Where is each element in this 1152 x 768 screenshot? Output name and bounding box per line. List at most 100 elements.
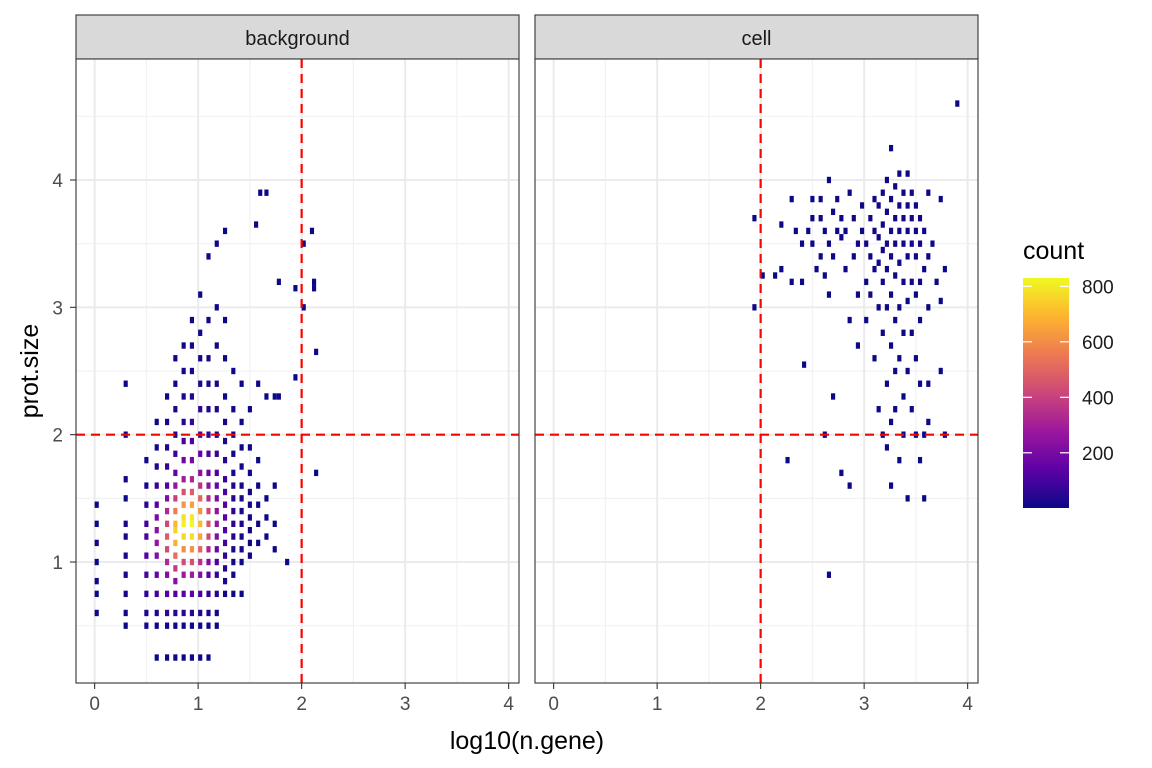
heatmap-bin bbox=[256, 380, 261, 387]
heatmap-bin bbox=[909, 215, 914, 222]
heatmap-bin bbox=[181, 367, 186, 375]
panel-grid bbox=[535, 59, 978, 683]
heatmap-bin bbox=[901, 278, 906, 286]
heatmap-bin bbox=[198, 558, 203, 566]
heatmap-bin bbox=[154, 552, 159, 559]
heatmap-bin bbox=[231, 571, 236, 578]
heatmap-bin bbox=[189, 546, 194, 553]
heatmap-bin bbox=[94, 558, 99, 566]
x-tick-label: 1 bbox=[193, 694, 204, 715]
heatmap-bin bbox=[905, 367, 910, 375]
heatmap-bin bbox=[154, 501, 159, 508]
heatmap-bin bbox=[198, 450, 203, 457]
y-axis-title: prot.size bbox=[16, 324, 44, 418]
heatmap-bin bbox=[189, 514, 194, 521]
y-tick-label: 3 bbox=[52, 298, 63, 319]
heatmap-bin bbox=[847, 316, 852, 324]
heatmap-bin bbox=[123, 590, 128, 598]
heatmap-bin bbox=[198, 571, 203, 578]
heatmap-bin bbox=[173, 355, 178, 362]
heatmap-bin bbox=[893, 272, 898, 279]
heatmap-bin bbox=[256, 501, 261, 508]
heatmap-bin bbox=[206, 469, 211, 477]
heatmap-bin bbox=[198, 546, 203, 553]
heatmap-bin bbox=[198, 533, 203, 540]
heatmap-bin bbox=[222, 565, 228, 572]
heatmap-bin bbox=[181, 437, 186, 445]
heatmap-bin bbox=[868, 291, 873, 298]
heatmap-bin bbox=[913, 355, 918, 362]
heatmap-bin bbox=[826, 176, 832, 184]
heatmap-bin bbox=[901, 189, 906, 196]
heatmap-bin bbox=[173, 469, 178, 477]
legend-colorbar bbox=[1023, 278, 1069, 508]
heatmap-bin bbox=[888, 342, 894, 349]
heatmap-bin bbox=[779, 265, 784, 273]
heatmap-bin bbox=[198, 355, 203, 362]
heatmap-bin bbox=[206, 590, 211, 598]
heatmap-bin bbox=[181, 558, 186, 566]
heatmap-bin bbox=[165, 533, 170, 540]
heatmap-bin bbox=[165, 571, 170, 578]
heatmap-bin bbox=[922, 495, 927, 502]
heatmap-bin bbox=[173, 577, 178, 585]
heatmap-bin bbox=[206, 406, 211, 413]
heatmap-bin bbox=[258, 189, 263, 196]
heatmap-bin bbox=[831, 208, 836, 215]
heatmap-bin bbox=[247, 514, 252, 521]
heatmap-bin bbox=[876, 202, 881, 209]
heatmap-bin bbox=[206, 546, 211, 553]
heatmap-bin bbox=[239, 418, 244, 426]
heatmap-bin bbox=[189, 520, 194, 527]
heatmap-bin bbox=[123, 533, 128, 540]
heatmap-bin bbox=[752, 304, 757, 311]
heatmap-bin bbox=[181, 571, 186, 578]
heatmap-bin bbox=[934, 278, 939, 286]
heatmap-bin bbox=[254, 221, 259, 228]
heatmap-bin bbox=[165, 393, 170, 400]
heatmap-bin bbox=[239, 533, 244, 540]
heatmap-bin bbox=[189, 316, 194, 324]
heatmap-bin bbox=[154, 539, 159, 547]
heatmap-bin bbox=[198, 469, 203, 477]
heatmap-bin bbox=[239, 558, 244, 566]
heatmap-bin bbox=[926, 253, 931, 260]
heatmap-bin bbox=[256, 539, 261, 547]
heatmap-bin bbox=[909, 189, 914, 196]
heatmap-bin bbox=[314, 469, 319, 477]
heatmap-bin bbox=[835, 227, 840, 235]
heatmap-bin bbox=[839, 234, 844, 241]
heatmap-bin bbox=[855, 240, 860, 247]
heatmap-bin bbox=[154, 482, 159, 489]
x-tick-label: 0 bbox=[548, 694, 559, 715]
heatmap-bin bbox=[239, 520, 244, 527]
heatmap-bin bbox=[864, 316, 869, 324]
heatmap-bin bbox=[913, 291, 918, 298]
heatmap-bin bbox=[276, 393, 281, 400]
legend-tick-label: 600 bbox=[1082, 333, 1114, 354]
heatmap-bin bbox=[872, 265, 877, 273]
heatmap-bin bbox=[94, 539, 99, 547]
heatmap-bin bbox=[893, 367, 898, 375]
heatmap-bin bbox=[810, 195, 815, 203]
heatmap-bin bbox=[206, 380, 211, 387]
heatmap-bin bbox=[144, 590, 149, 598]
heatmap-bin bbox=[826, 571, 832, 578]
x-tick-label: 3 bbox=[859, 694, 870, 715]
heatmap-bin bbox=[789, 278, 794, 286]
heatmap-bin bbox=[222, 476, 228, 483]
heatmap-bin bbox=[311, 285, 317, 292]
heatmap-bin bbox=[214, 304, 219, 311]
heatmap-bin bbox=[799, 278, 805, 286]
heatmap-bin bbox=[231, 367, 236, 375]
heatmap-bin bbox=[144, 622, 149, 629]
heatmap-bin bbox=[888, 195, 894, 203]
heatmap-bin bbox=[165, 495, 170, 502]
heatmap-bin bbox=[231, 450, 236, 457]
heatmap-bin bbox=[231, 507, 236, 515]
heatmap-bin bbox=[822, 272, 827, 279]
heatmap-bin bbox=[272, 482, 277, 489]
heatmap-bin bbox=[917, 240, 923, 247]
heatmap-bin bbox=[189, 393, 194, 400]
heatmap-bin bbox=[913, 227, 918, 235]
